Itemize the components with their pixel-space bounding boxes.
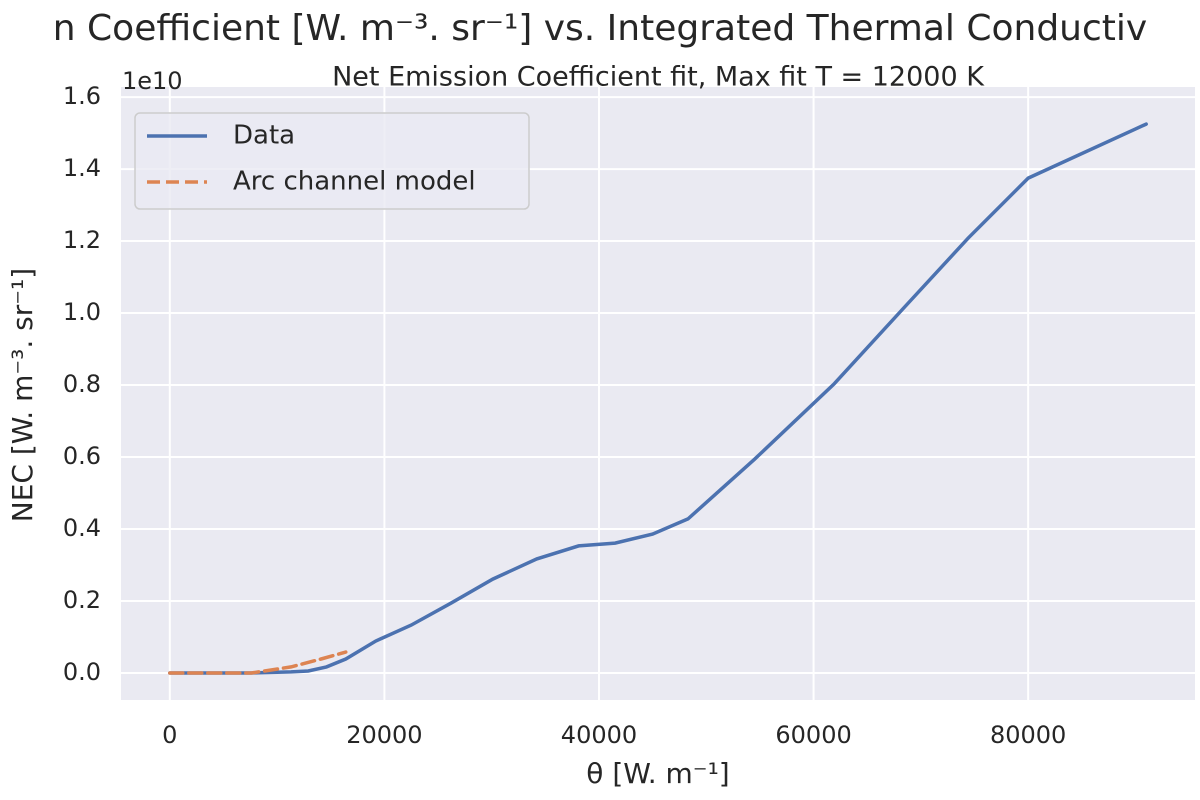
x-axis-label: θ [W. m⁻¹] (586, 757, 729, 790)
legend-box (134, 112, 530, 210)
y-tick-label: 0.8 (63, 370, 101, 398)
labels: 0.0 0.2 0.4 0.6 0.8 1.0 1.2 1.4 1.6 0 20000 40000 60… (63, 82, 1067, 749)
x-tick-label: 40000 (561, 721, 637, 749)
grid (121, 87, 1195, 700)
data-line (168, 650, 348, 675)
legend-label: Data (233, 121, 295, 151)
y-tick-label: 1.0 (63, 298, 101, 326)
x-tick-label: 80000 (990, 721, 1066, 749)
y-axis-label: NEC [W. m⁻³. sr⁻¹] (6, 268, 39, 522)
data-line (168, 122, 1148, 675)
y-tick-label: 1.4 (63, 154, 101, 182)
legend-label: Arc channel model (233, 167, 476, 197)
legend: Data Arc channel model (134, 112, 530, 210)
x-tick-label: 60000 (775, 721, 851, 749)
lines (168, 122, 1148, 675)
y-tick-label: 1.2 (63, 226, 101, 254)
y-tick-label: 0.0 (63, 658, 101, 686)
y-tick-label: 0.2 (63, 586, 101, 614)
chart-title: n Coefficient [W. m⁻³. sr⁻¹] vs. Integra… (53, 8, 1147, 49)
x-tick-label: 20000 (346, 721, 422, 749)
x-tick-label: 0 (162, 721, 177, 749)
y-offset-label: 1e10 (122, 67, 183, 95)
y-tick-label: 0.6 (63, 442, 101, 470)
y-tick-label: 0.4 (63, 514, 101, 542)
y-tick-label: 1.6 (63, 82, 101, 110)
chart-subtitle: Net Emission Coefficient fit, Max fit T … (332, 62, 985, 93)
